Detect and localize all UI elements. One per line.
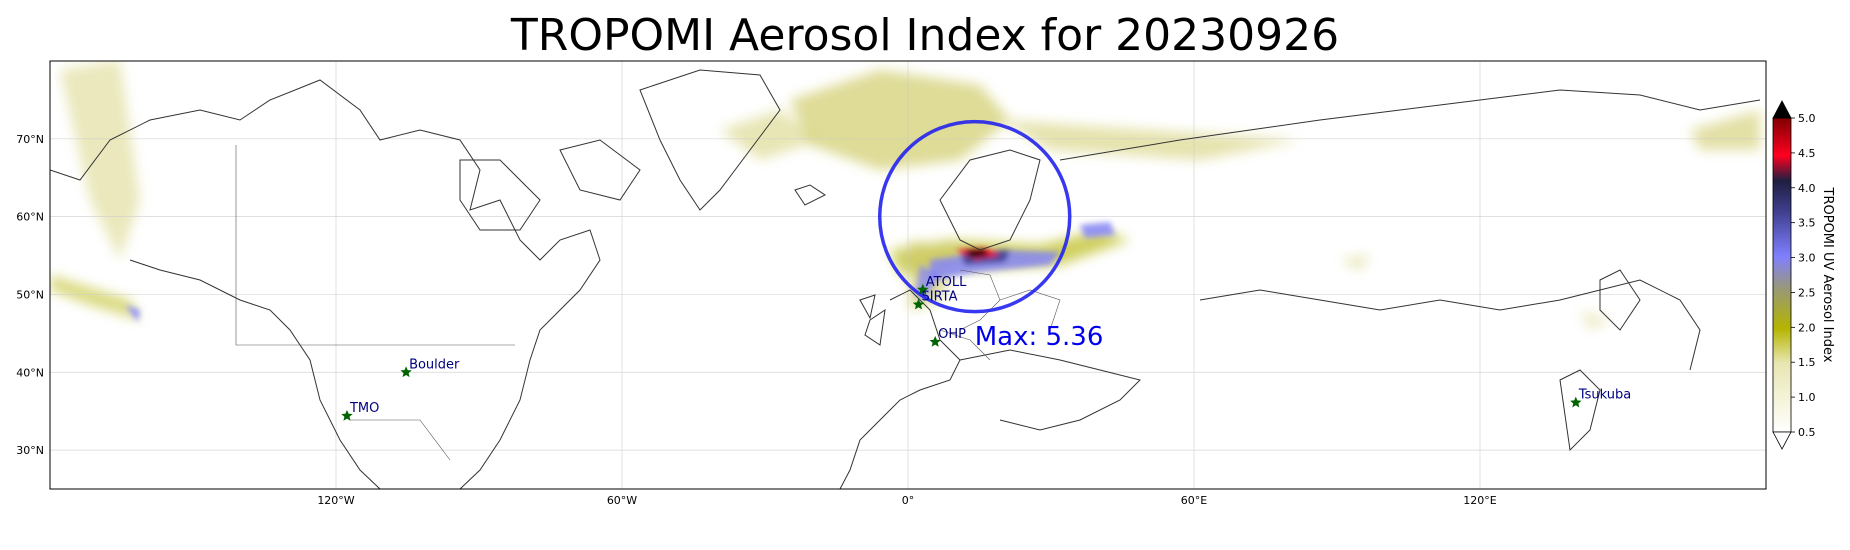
borders bbox=[235, 145, 1061, 461]
lon-tick-label: 120°E bbox=[1463, 494, 1496, 507]
colorbar-tick-label: 0.5 bbox=[1798, 426, 1816, 439]
lat-tick-label: 40°N bbox=[16, 366, 44, 379]
lon-tick-label: 60°E bbox=[1181, 494, 1207, 507]
station-label: SIRTA bbox=[921, 290, 957, 305]
station-star bbox=[917, 283, 929, 295]
lat-tick-label: 30°N bbox=[16, 444, 44, 457]
station-label: Tsukuba bbox=[1578, 388, 1631, 403]
colorbar: 0.5 1.0 1.5 2.0 2.5 3.0 3.5 4.0 4.5 5.0 TROPOMI U… bbox=[1772, 100, 1835, 450]
lat-tick-label: 50°N bbox=[16, 288, 44, 301]
colorbar-tick-label: 4.0 bbox=[1798, 182, 1816, 195]
colorbar-extend-max bbox=[1772, 100, 1792, 119]
station-label: ATOLL bbox=[926, 275, 967, 290]
lon-tick-label: 0° bbox=[902, 494, 915, 507]
station-star bbox=[1570, 396, 1582, 408]
coastlines bbox=[50, 69, 1761, 489]
lon-tick-label: 60°W bbox=[607, 494, 637, 507]
lat-tick-label: 60°N bbox=[16, 211, 44, 224]
station-star bbox=[929, 335, 941, 347]
colorbar-tick-label: 4.5 bbox=[1798, 147, 1816, 160]
colorbar-tick-label: 3.5 bbox=[1798, 217, 1816, 230]
max-value-label: Max: 5.36 bbox=[975, 322, 1104, 352]
aerosol-plumes bbox=[50, 61, 1760, 330]
max-value-circle bbox=[877, 119, 1072, 314]
station-star bbox=[400, 366, 412, 378]
colorbar-gradient bbox=[1772, 117, 1792, 433]
lat-tick-labels: 70°N 60°N 50°N 40°N 30°N bbox=[16, 133, 44, 457]
station-label: TMO bbox=[349, 401, 379, 416]
station-star bbox=[341, 409, 353, 421]
station-label: OHP bbox=[938, 327, 966, 342]
station-star bbox=[912, 298, 925, 310]
colorbar-tick-label: 1.5 bbox=[1798, 356, 1816, 369]
colorbar-tick-label: 5.0 bbox=[1798, 112, 1816, 125]
map-frame bbox=[49, 60, 1767, 490]
lon-tick-labels: 120°W 60°W 0° 60°E 120°E bbox=[317, 494, 1496, 507]
colorbar-tick-label: 2.0 bbox=[1798, 321, 1816, 334]
colorbar-tick-label: 3.0 bbox=[1798, 252, 1816, 265]
colorbar-extend-min bbox=[1772, 431, 1792, 450]
colorbar-tick-label: 2.5 bbox=[1798, 286, 1816, 299]
colorbar-ticks: 0.5 1.0 1.5 2.0 2.5 3.0 3.5 4.0 4.5 5.0 bbox=[1791, 112, 1816, 439]
colorbar-tick-label: 1.0 bbox=[1798, 391, 1816, 404]
map-gridlines bbox=[50, 61, 1766, 489]
lat-tick-label: 70°N bbox=[16, 133, 44, 146]
map-title: TROPOMI Aerosol Index for 20230926 bbox=[510, 10, 1340, 61]
colorbar-label: TROPOMI UV Aerosol Index bbox=[1820, 187, 1835, 363]
lon-tick-label: 120°W bbox=[317, 494, 354, 507]
station-label: Boulder bbox=[409, 357, 460, 372]
